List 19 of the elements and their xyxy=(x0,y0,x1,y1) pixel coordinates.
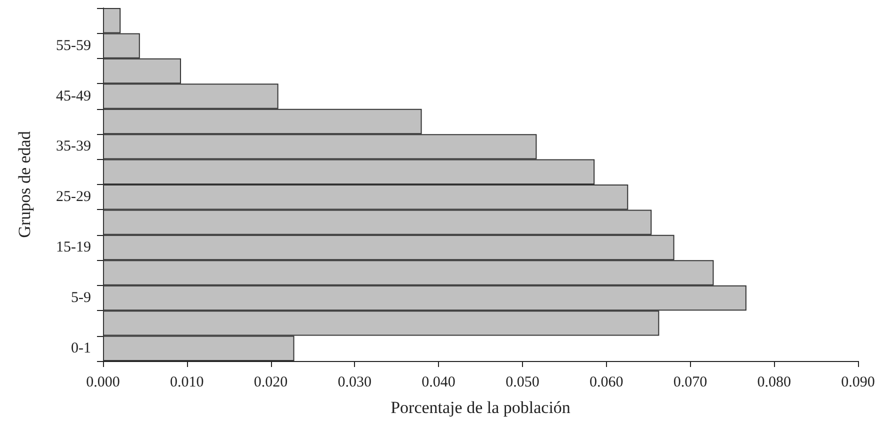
x-tick-label: 0.010 xyxy=(170,374,204,390)
x-axis-title: Porcentaje de la población xyxy=(390,398,571,417)
y-tick-label: 55-59 xyxy=(56,38,91,54)
x-tick-label: 0.040 xyxy=(422,374,456,390)
x-tick-label: 0.090 xyxy=(841,374,875,390)
y-tick-label: 5-9 xyxy=(71,290,91,306)
y-tick-label: 45-49 xyxy=(56,88,91,104)
y-axis-title: Grupos de edad xyxy=(15,130,34,238)
x-tick-label: 0.060 xyxy=(589,374,624,390)
x-tick-label: 0.000 xyxy=(86,374,120,390)
x-tick-label: 0.020 xyxy=(254,374,288,390)
y-tick-label: 35-39 xyxy=(56,138,91,155)
x-tick-label: 0.070 xyxy=(673,374,708,390)
x-tick-label: 0.080 xyxy=(757,374,791,390)
y-tick-label: 25-29 xyxy=(56,189,91,206)
x-tick-label: 0.030 xyxy=(338,374,372,390)
x-tick-label: 0.050 xyxy=(506,374,540,390)
y-tick-label: 0-1 xyxy=(71,340,91,356)
y-tick-label: 15-19 xyxy=(56,240,91,256)
